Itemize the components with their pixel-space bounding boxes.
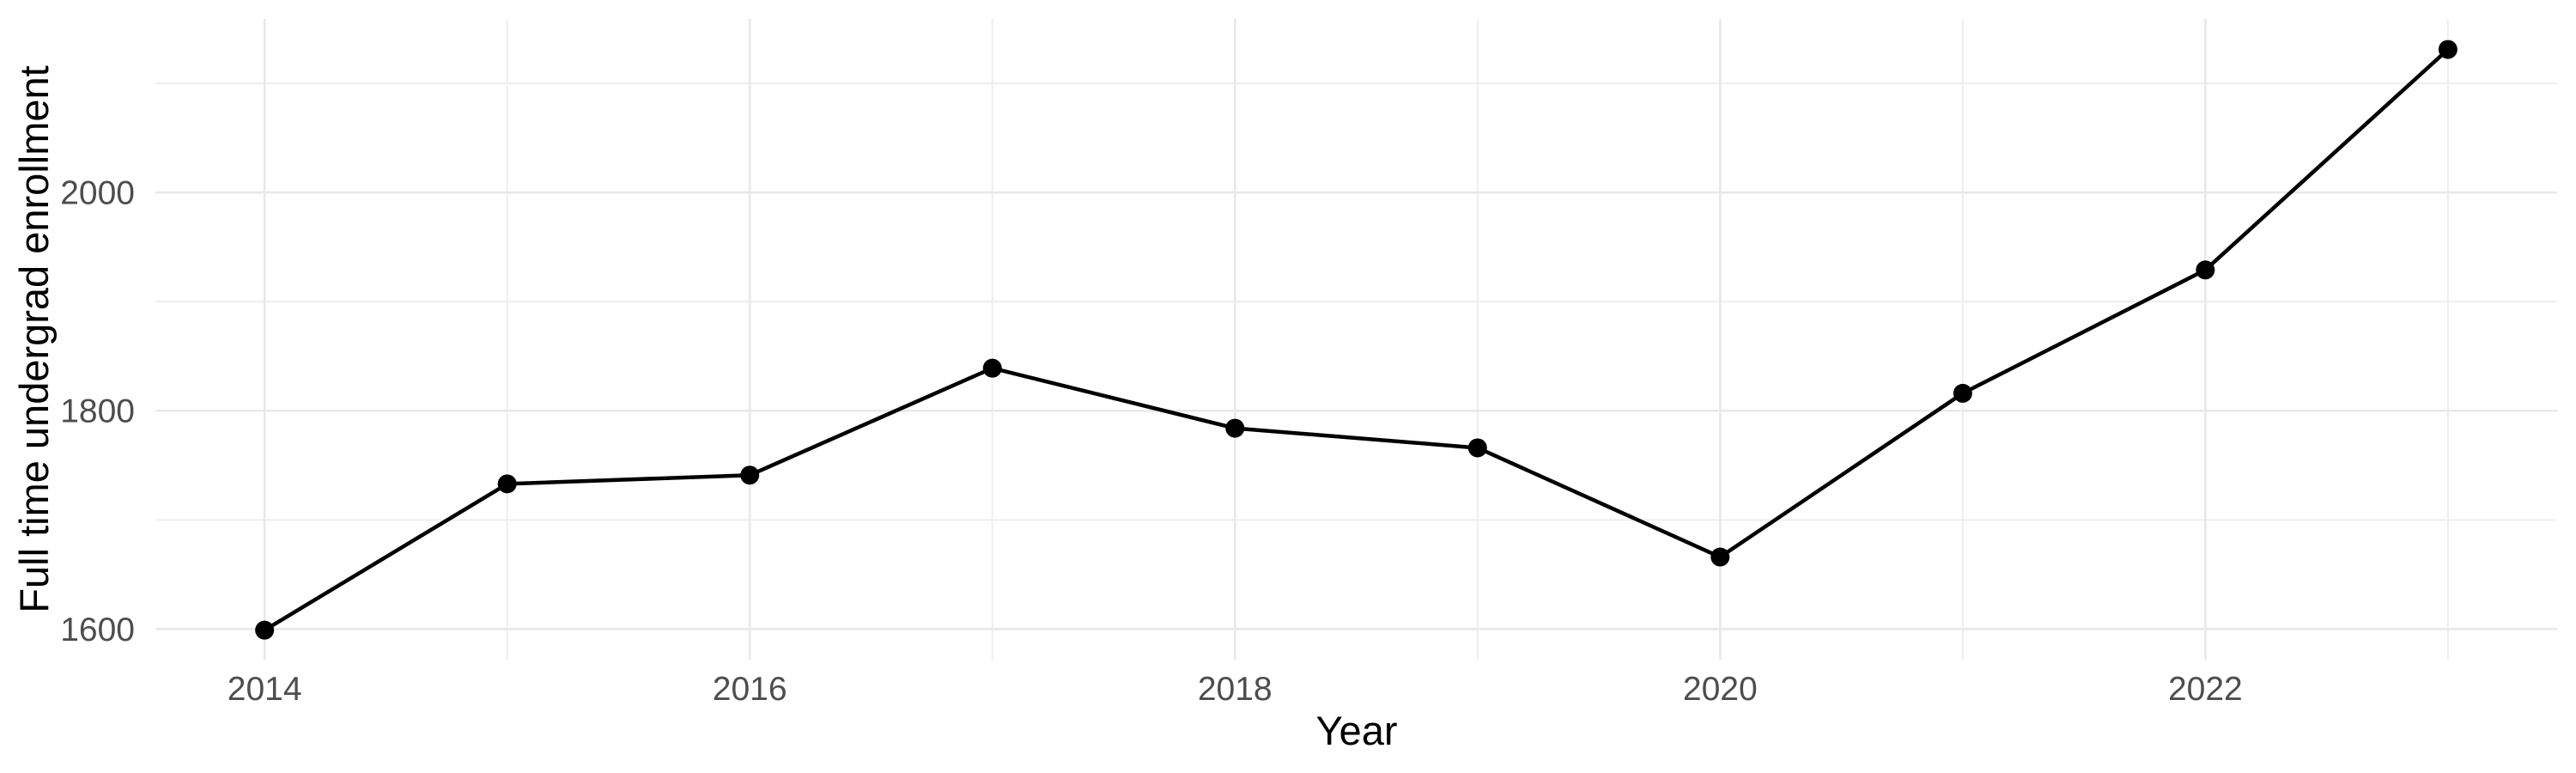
data-point (255, 620, 275, 640)
data-point (982, 358, 1002, 378)
data-point (740, 466, 760, 485)
x-tick-label: 2018 (1198, 671, 1273, 708)
data-point (1710, 547, 1730, 567)
y-tick-label: 1600 (60, 612, 135, 648)
data-point (2196, 260, 2215, 280)
x-axis-title: Year (1315, 708, 1398, 753)
x-tick-label: 2020 (1683, 671, 1758, 708)
data-point (1953, 383, 1972, 403)
data-point (2438, 40, 2458, 59)
y-tick-label: 2000 (60, 175, 135, 212)
x-tick-label: 2014 (228, 671, 302, 708)
data-point (1225, 418, 1245, 438)
y-axis-title: Full time undergrad enrollment (11, 65, 57, 613)
x-tick-label: 2016 (713, 671, 787, 708)
data-line (262, 47, 2451, 632)
y-tick-label: 1800 (60, 393, 135, 430)
x-tick-label: 2022 (2168, 671, 2243, 708)
data-point (1467, 438, 1487, 458)
data-point (497, 474, 517, 494)
